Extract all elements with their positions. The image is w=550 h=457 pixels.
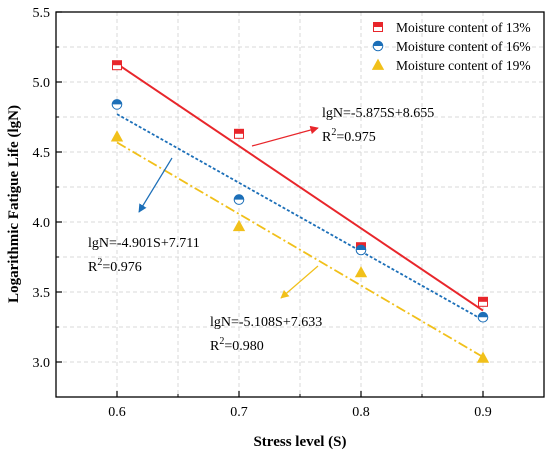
r-squared-value: =0.980 bbox=[224, 339, 263, 354]
legend: Moisture content of 13% Moisture content … bbox=[371, 20, 531, 73]
r-squared-value: =0.975 bbox=[336, 130, 375, 145]
y-tick-label: 5.0 bbox=[33, 76, 51, 91]
marker-fill bbox=[373, 22, 383, 27]
r-squared-label: R2=0.975 bbox=[322, 127, 376, 145]
marker-fill bbox=[112, 60, 122, 66]
fit-equation: lgN=-5.875S+8.655 bbox=[322, 106, 434, 121]
r-squared-base: R bbox=[88, 260, 98, 275]
fit-annotations: lgN=-5.875S+8.655R2=0.975lgN=-4.901S+7.7… bbox=[88, 106, 434, 354]
x-tick-label: 0.6 bbox=[108, 405, 126, 420]
y-axis-label: Logarithmic Fatigue Life (lgN) bbox=[6, 105, 22, 303]
annotation-arrow bbox=[280, 265, 319, 299]
legend-label: Moisture content of 13% bbox=[396, 20, 531, 35]
data-point bbox=[112, 60, 122, 71]
fit-equation: lgN=-5.108S+7.633 bbox=[210, 315, 322, 330]
y-tick-label: 4.0 bbox=[33, 216, 51, 231]
legend-marker bbox=[372, 40, 384, 52]
y-tick-label: 3.5 bbox=[33, 286, 51, 301]
r-squared-superscript: 2 bbox=[219, 336, 224, 347]
data-point bbox=[110, 130, 124, 142]
y-tick-label: 3.0 bbox=[33, 356, 51, 371]
r-squared-base: R bbox=[210, 339, 220, 354]
marker-fill bbox=[234, 194, 244, 200]
data-point bbox=[477, 311, 489, 323]
fit-equation: lgN=-4.901S+7.711 bbox=[88, 236, 200, 251]
x-tick-label: 0.8 bbox=[352, 405, 370, 420]
marker-fill bbox=[234, 129, 244, 134]
fit-line bbox=[116, 62, 484, 312]
r-squared-superscript: 2 bbox=[331, 127, 336, 138]
r-squared-base: R bbox=[322, 130, 332, 145]
r-squared-superscript: 2 bbox=[97, 257, 102, 268]
marker-fill bbox=[476, 351, 490, 363]
data-point bbox=[232, 219, 246, 232]
r-squared-label: R2=0.976 bbox=[88, 257, 142, 275]
data-point bbox=[111, 99, 123, 110]
data-point bbox=[354, 266, 368, 278]
fit-line bbox=[116, 141, 484, 358]
data-point bbox=[355, 244, 367, 256]
legend-label: Moisture content of 16% bbox=[396, 39, 531, 54]
marker-fill bbox=[373, 41, 383, 46]
marker-fill bbox=[354, 266, 368, 278]
legend-label: Moisture content of 19% bbox=[396, 58, 531, 73]
data-point bbox=[233, 194, 245, 205]
marker-fill bbox=[110, 130, 124, 142]
marker-fill bbox=[112, 99, 122, 105]
x-tick-label: 0.9 bbox=[474, 405, 492, 420]
marker-fill bbox=[371, 58, 385, 70]
data-point bbox=[478, 296, 488, 307]
data-markers bbox=[110, 60, 490, 363]
legend-marker bbox=[371, 58, 385, 70]
x-tick-label: 0.7 bbox=[230, 405, 248, 420]
data-point bbox=[476, 351, 490, 363]
legend-marker bbox=[373, 22, 383, 32]
marker-fill bbox=[356, 245, 366, 250]
marker-fill bbox=[232, 219, 246, 232]
r-squared-value: =0.976 bbox=[102, 260, 141, 275]
x-axis-label: Stress level (S) bbox=[253, 434, 346, 450]
fit-lines bbox=[116, 62, 484, 358]
y-tick-label: 4.5 bbox=[33, 146, 51, 161]
y-tick-label: 5.5 bbox=[33, 6, 51, 21]
annotation-arrow bbox=[138, 157, 173, 213]
annotation-arrow bbox=[251, 125, 319, 147]
axis-ticks: 0.6 0.7 0.8 0.9 3.0 3.5 4.0 4.5 5.0 5.5 bbox=[33, 6, 492, 420]
r-squared-label: R2=0.980 bbox=[210, 336, 264, 354]
marker-fill bbox=[478, 312, 488, 318]
marker-fill bbox=[478, 297, 488, 302]
data-point bbox=[234, 128, 244, 139]
